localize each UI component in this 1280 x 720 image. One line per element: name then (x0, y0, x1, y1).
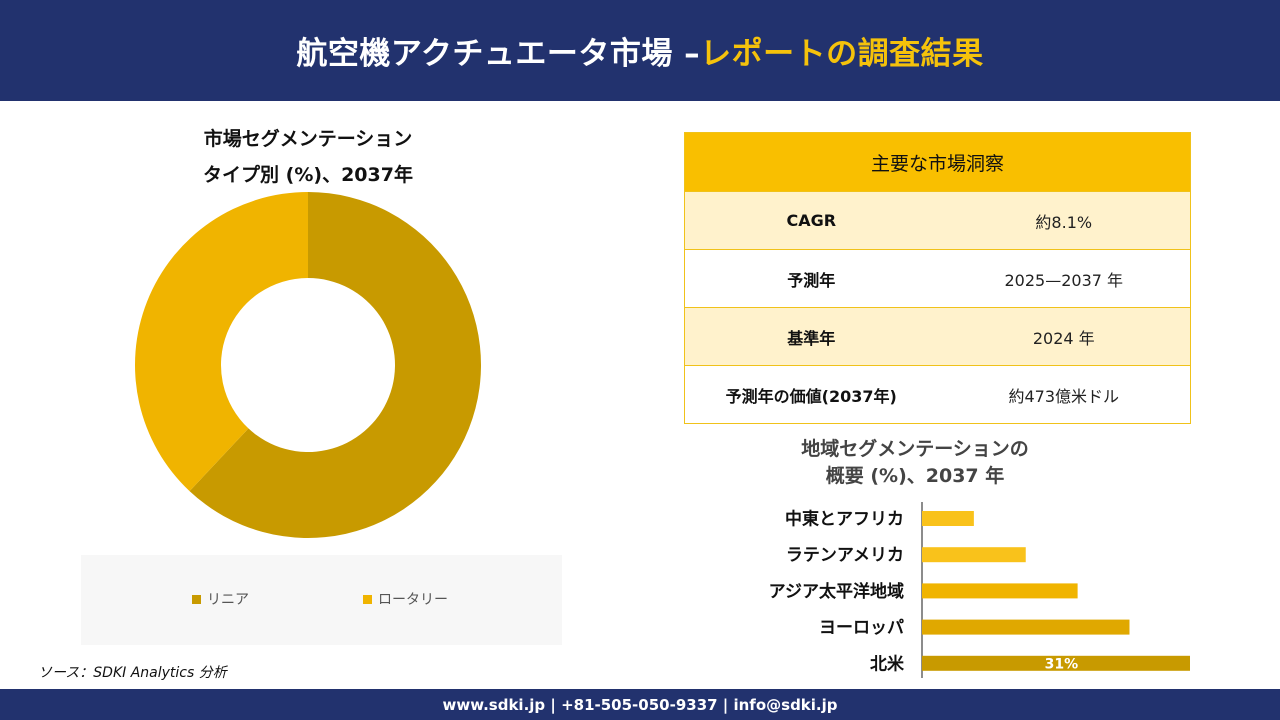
insights-label: CAGR (786, 211, 837, 230)
bar-category-label: 北米 (870, 653, 905, 674)
bar-category-label: ヨーロッパ (819, 618, 904, 638)
bar-3 (922, 619, 1130, 635)
insights-value: 約8.1% (1035, 212, 1093, 232)
insights-row-forecast-year: 予測年 2025—2037 年 (685, 249, 1190, 307)
legend-swatch-rotary (363, 594, 372, 604)
bar-0 (922, 511, 974, 526)
insights-label: 予測年の価値(2037年) (725, 386, 897, 406)
bar-2 (922, 583, 1078, 599)
bar-category-label: アジア太平洋地域 (769, 581, 904, 602)
insights-row-base-year: 基準年 2024 年 (685, 307, 1190, 365)
insights-row-cagr: CAGR 約8.1% (685, 191, 1190, 249)
insights-value: 2024 年 (1032, 328, 1095, 348)
regional-title-line2: 概要 (%)、2037 年 (825, 465, 1005, 487)
type-donut-chart (134, 192, 481, 538)
insights-heading: 主要な市場洞察 (685, 133, 1190, 191)
title-accent: レポートの調査結果 (700, 36, 984, 72)
bar-category-label: 中東とアフリカ (785, 509, 904, 530)
legend-item-linear: リニア (192, 589, 249, 609)
report-header: 航空機アクチュエータ市場 –レポートの調査結果 (0, 0, 1280, 101)
regional-title-line1: 地域セグメンテーションの (801, 438, 1029, 460)
insights-value: 約473億米ドル (1008, 386, 1120, 406)
donut-slice-linear (189, 192, 481, 538)
bar-4 (922, 655, 1190, 671)
bar-1 (922, 547, 1026, 563)
donut-title-line2: タイプ別 (%)、2037年 (203, 164, 413, 186)
donut-slice-rotary (134, 192, 308, 492)
contact-footer: www.sdki.jp | +81-505-050-9337 | info@sd… (0, 689, 1280, 720)
donut-title-line1: 市場セグメンテーション (203, 128, 413, 150)
source-note: ソース：SDKI Analytics 分析 (38, 665, 227, 681)
legend-swatch-linear (192, 594, 201, 604)
bar-data-label: 31% (1045, 656, 1079, 672)
bar-category-label: ラテンアメリカ (786, 546, 904, 566)
report-title: 航空機アクチュエータ市場 –レポートの調査結果 (296, 28, 983, 73)
insights-label: 予測年 (787, 270, 836, 290)
title-main: 航空機アクチュエータ市場 – (296, 36, 701, 72)
legend-label-linear: リニア (207, 592, 249, 608)
insights-value: 2025—2037 年 (1004, 270, 1124, 290)
insights-label: 基準年 (787, 328, 836, 348)
key-insights-table: 主要な市場洞察 CAGR 約8.1% 予測年 2025—2037 年 基準年 2… (684, 132, 1191, 424)
legend-item-rotary: ロータリー (363, 589, 448, 609)
legend-label-rotary: ロータリー (378, 592, 448, 608)
donut-legend: リニア ロータリー (81, 555, 562, 645)
insights-row-forecast-value: 予測年の価値(2037年) 約473億米ドル (685, 365, 1190, 423)
